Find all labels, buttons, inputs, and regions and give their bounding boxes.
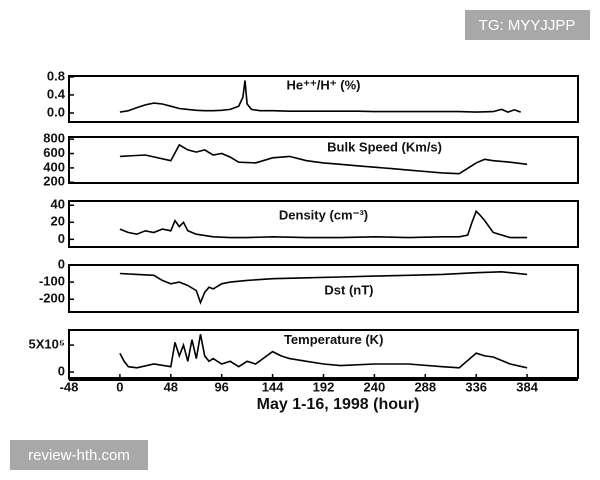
y-tick-label: 400 <box>43 159 65 174</box>
y-tick-label: 5X10⁵ <box>29 337 65 352</box>
y-tick-label: -200 <box>39 291 65 306</box>
x-tick-label: 144 <box>262 379 284 394</box>
data-line <box>119 143 528 175</box>
data-line <box>119 80 521 113</box>
y-tick-label: 0.4 <box>47 86 66 101</box>
panel-frame <box>68 75 579 123</box>
y-tick-label: 40 <box>51 197 65 212</box>
x-tick-label: 48 <box>164 379 178 394</box>
x-tick-label: 96 <box>214 379 228 394</box>
x-tick-label: 288 <box>414 379 436 394</box>
y-tick-label: 800 <box>43 131 65 146</box>
y-tick-label: -100 <box>39 274 65 289</box>
panel-frame <box>68 200 579 248</box>
y-tick-label: 600 <box>43 145 65 160</box>
data-line <box>119 270 528 305</box>
y-tick-label: 0.0 <box>47 104 65 119</box>
x-tick-label: 192 <box>313 379 335 394</box>
data-line <box>119 209 528 239</box>
x-tick-label: 384 <box>516 379 538 394</box>
y-tick-label: 0 <box>58 256 65 271</box>
y-tick-label: 0 <box>58 364 65 379</box>
panel-title: He⁺⁺/H⁺ (%) <box>286 78 360 93</box>
x-tick-label: 240 <box>364 379 386 394</box>
watermark-box <box>10 440 148 470</box>
watermark-box <box>465 10 590 40</box>
y-tick-label: 200 <box>43 174 65 189</box>
x-tick-label: 0 <box>116 379 123 394</box>
y-tick-label: 0.8 <box>47 68 65 83</box>
panel-frame <box>68 264 579 313</box>
data-line <box>119 334 528 369</box>
panel-title: Density (cm⁻³) <box>279 208 368 223</box>
panel-title: Temperature (K) <box>284 332 383 347</box>
y-tick-label: 0 <box>58 231 65 246</box>
watermark: review-hth.com <box>28 447 130 464</box>
x-tick-label: -48 <box>60 379 79 394</box>
x-tick-label: 336 <box>465 379 487 394</box>
x-axis-title: May 1-16, 1998 (hour) <box>257 396 420 413</box>
panel-title: Bulk Speed (Km/s) <box>327 139 442 154</box>
watermark: TG: MYYJJPP <box>479 17 576 34</box>
panel-title: Dst (nT) <box>324 282 373 297</box>
panel-frame <box>68 136 579 184</box>
y-tick-label: 20 <box>51 214 65 229</box>
